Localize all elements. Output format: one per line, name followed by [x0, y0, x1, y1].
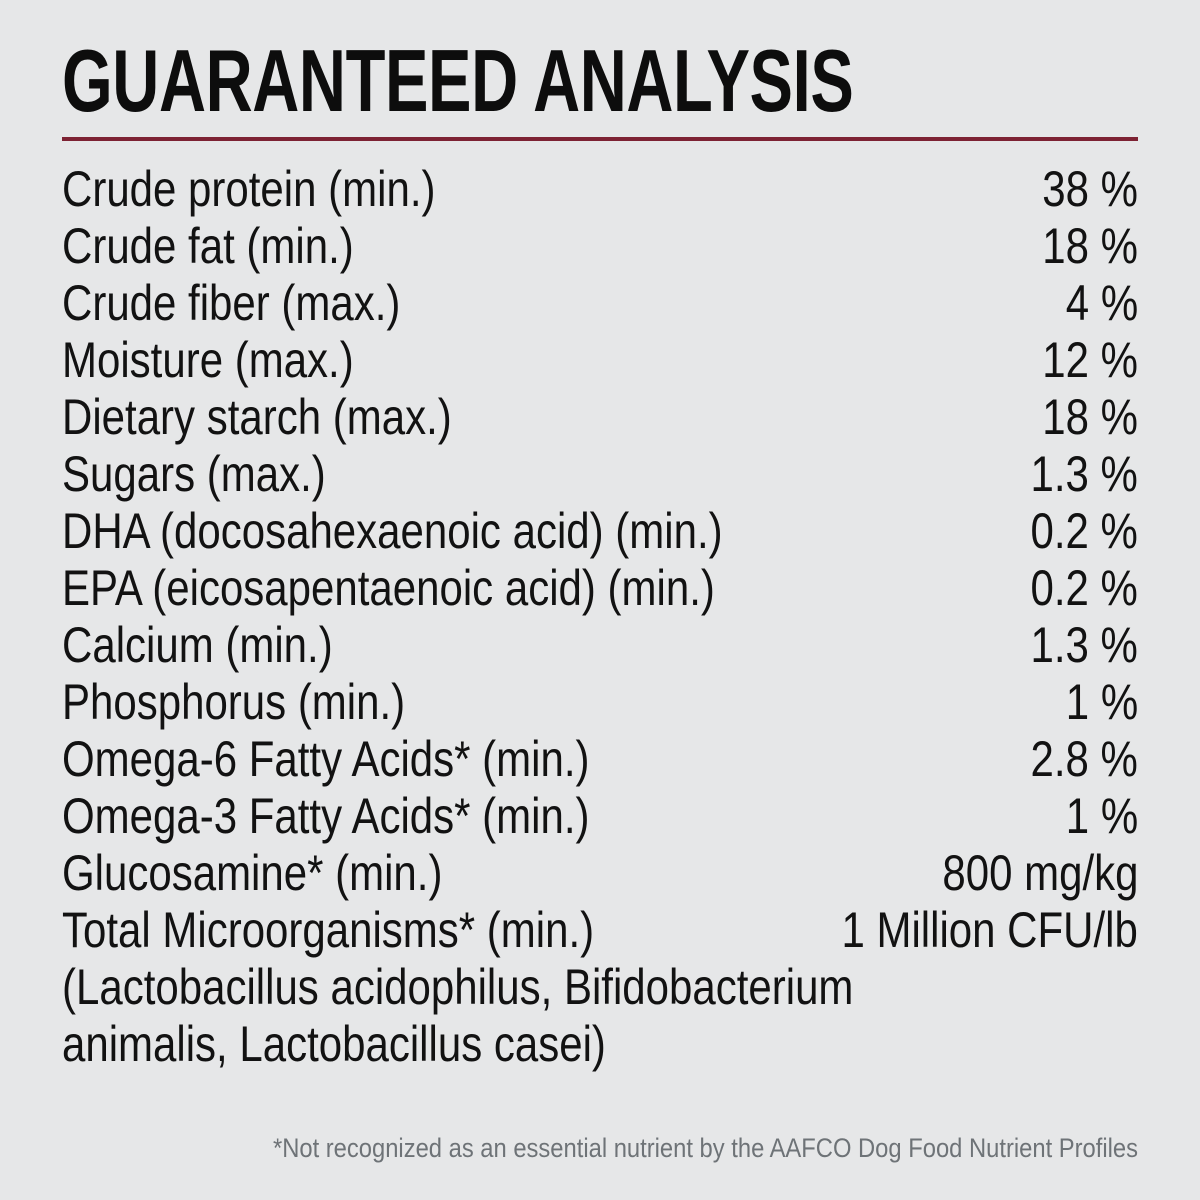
nutrient-value: 4 %	[1065, 274, 1138, 331]
table-row: Glucosamine* (min.) 800 mg/kg	[62, 845, 1138, 902]
table-row-continuation: animalis, Lactobacillus casei)	[62, 1016, 1138, 1073]
nutrient-value: 38 %	[1042, 160, 1138, 217]
table-row: Total Microorganisms* (min.) 1 Million CF…	[62, 902, 1138, 959]
nutrient-label: DHA (docosahexaenoic acid) (min.)	[62, 502, 723, 559]
page-title: GUARANTEED ANALYSIS	[62, 31, 854, 130]
table-row: Crude protein (min.) 38 %	[62, 161, 1138, 218]
nutrient-label: Phosphorus (min.)	[62, 673, 406, 730]
table-row: Crude fat (min.) 18 %	[62, 218, 1138, 275]
table-row: Sugars (max.) 1.3 %	[62, 446, 1138, 503]
footnote: *Not recognized as an essential nutrient…	[272, 1133, 1138, 1163]
nutrient-label: Crude protein (min.)	[62, 160, 436, 217]
nutrient-value: 2.8 %	[1030, 730, 1138, 787]
table-row: Dietary starch (max.) 18 %	[62, 389, 1138, 446]
nutrient-label: Crude fat (min.)	[62, 217, 354, 274]
nutrient-label: Sugars (max.)	[62, 445, 326, 502]
nutrient-value: 800 mg/kg	[941, 844, 1138, 901]
table-row: Phosphorus (min.) 1 %	[62, 674, 1138, 731]
nutrient-value: 12 %	[1042, 331, 1138, 388]
table-row-continuation: (Lactobacillus acidophilus, Bifidobacter…	[62, 959, 1138, 1016]
nutrient-label: Crude fiber (max.)	[62, 274, 401, 331]
nutrient-label: Moisture (max.)	[62, 331, 354, 388]
title-divider	[62, 136, 1138, 141]
nutrient-value: 0.2 %	[1030, 559, 1138, 616]
nutrient-label: EPA (eicosapentaenoic acid) (min.)	[62, 559, 715, 616]
table-row: Omega-6 Fatty Acids* (min.) 2.8 %	[62, 731, 1138, 788]
nutrient-label: Glucosamine* (min.)	[62, 844, 443, 901]
table-row: Moisture (max.) 12 %	[62, 332, 1138, 389]
nutrient-value: 1.3 %	[1030, 616, 1138, 673]
table-row: EPA (eicosapentaenoic acid) (min.) 0.2 %	[62, 560, 1138, 617]
table-row: Calcium (min.) 1.3 %	[62, 617, 1138, 674]
table-row: Crude fiber (max.) 4 %	[62, 275, 1138, 332]
guaranteed-analysis-table: Crude protein (min.) 38 % Crude fat (min.)…	[62, 161, 1138, 1073]
nutrient-label: Omega-6 Fatty Acids* (min.)	[62, 730, 590, 787]
table-row: DHA (docosahexaenoic acid) (min.) 0.2 %	[62, 503, 1138, 560]
nutrient-label: Omega-3 Fatty Acids* (min.)	[62, 787, 590, 844]
nutrient-value: 1 %	[1065, 673, 1138, 730]
nutrient-label: Calcium (min.)	[62, 616, 333, 673]
nutrient-label: Dietary starch (max.)	[62, 388, 452, 445]
nutrient-value: 1.3 %	[1030, 445, 1138, 502]
nutrient-label: Total Microorganisms* (min.)	[62, 901, 595, 958]
nutrient-value: 18 %	[1042, 388, 1138, 445]
nutrient-label: (Lactobacillus acidophilus, Bifidobacter…	[62, 958, 854, 1015]
nutrient-label: animalis, Lactobacillus casei)	[62, 1015, 606, 1072]
table-row: Omega-3 Fatty Acids* (min.) 1 %	[62, 788, 1138, 845]
nutrient-value: 18 %	[1042, 217, 1138, 274]
nutrient-value: 0.2 %	[1030, 502, 1138, 559]
nutrient-value: 1 Million CFU/lb	[841, 901, 1138, 958]
nutrient-value: 1 %	[1065, 787, 1138, 844]
